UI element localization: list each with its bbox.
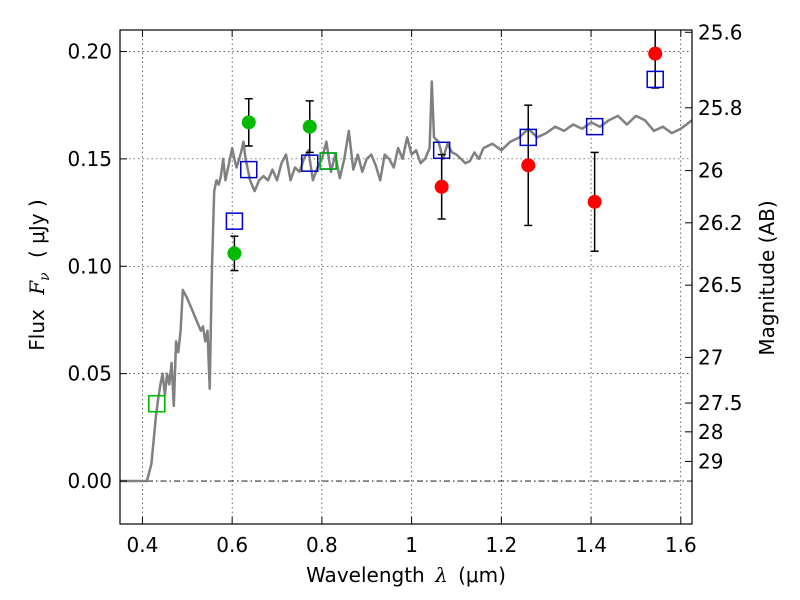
error-bars bbox=[230, 30, 660, 272]
model-square bbox=[585, 117, 604, 136]
y2-tick-label: 25.8 bbox=[698, 96, 743, 120]
x-tick-label: 1 bbox=[405, 533, 418, 557]
x-tick-label: 0.6 bbox=[216, 533, 248, 557]
flux-point bbox=[521, 158, 536, 173]
flux-point bbox=[241, 115, 256, 130]
y2-tick-label: 27 bbox=[698, 345, 723, 369]
x-tick-label: 0.8 bbox=[306, 533, 338, 557]
model-square bbox=[225, 212, 244, 230]
y2-tick-label: 29 bbox=[698, 449, 723, 473]
y2-tick-label: 26 bbox=[698, 159, 723, 183]
x-tick-label: 1.6 bbox=[665, 533, 697, 557]
flux-point bbox=[434, 179, 449, 194]
y2-tick-label: 27.5 bbox=[698, 391, 743, 415]
y2-tick-label: 26.5 bbox=[698, 273, 743, 297]
flux-point bbox=[587, 194, 602, 209]
model-square bbox=[301, 154, 319, 172]
y-tick-label: 0.20 bbox=[67, 39, 112, 63]
spectrum-line bbox=[120, 80, 692, 483]
y-tick-label: 0.00 bbox=[67, 469, 112, 493]
y2-tick-label: 25.6 bbox=[698, 20, 743, 44]
model-square bbox=[432, 141, 451, 160]
y2-axis-label: Magnitude (AB) bbox=[755, 200, 779, 355]
x-axis-label: Wavelength λ (μm) bbox=[306, 563, 506, 587]
y-axis-label: Flux Fν ( μJy ) bbox=[25, 199, 54, 350]
data-markers bbox=[148, 46, 664, 413]
model-square bbox=[319, 152, 337, 170]
flux-point bbox=[648, 46, 663, 61]
y-tick-label: 0.15 bbox=[67, 147, 112, 171]
axis-ticks bbox=[120, 30, 692, 524]
flux-point bbox=[302, 119, 317, 134]
spectrum-curve bbox=[120, 80, 692, 483]
model-square bbox=[519, 128, 538, 147]
model-square bbox=[646, 70, 664, 89]
y-tick-label: 0.10 bbox=[67, 254, 112, 278]
y2-tick-label: 26.2 bbox=[698, 211, 743, 235]
x-tick-label: 1.2 bbox=[485, 533, 517, 557]
x-tick-label: 0.4 bbox=[127, 533, 159, 557]
y-tick-label: 0.05 bbox=[67, 362, 112, 386]
flux-point bbox=[227, 246, 242, 261]
grid-lines bbox=[120, 30, 692, 524]
plot-frame bbox=[119, 29, 693, 525]
y2-tick-label: 28 bbox=[698, 420, 723, 444]
model-square bbox=[240, 160, 258, 179]
x-tick-label: 1.4 bbox=[575, 533, 607, 557]
model-square bbox=[148, 394, 166, 413]
tick-labels: 0.4 0.6 0.8 1 1.2 1.4 1.6 0.00 0.05 0.10 0.15 0.20 2… bbox=[67, 20, 742, 557]
